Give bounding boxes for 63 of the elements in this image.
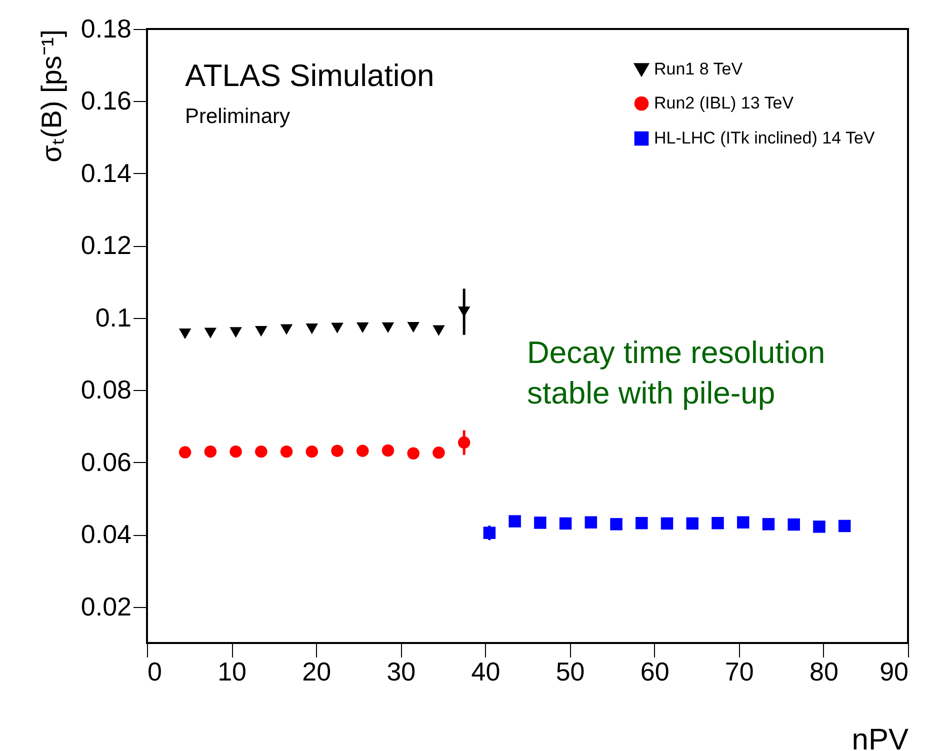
point [306, 323, 318, 334]
x-tick-label: 40 [471, 656, 500, 686]
y-tick-label: 0.06 [80, 446, 132, 477]
point [382, 444, 394, 457]
point [660, 517, 674, 530]
point [432, 325, 445, 336]
point [636, 516, 648, 530]
point [813, 520, 826, 533]
y-tick-label: 0.12 [80, 230, 132, 260]
x-tick-label: 90 [880, 656, 908, 686]
y-tick-label: 0.14 [80, 158, 132, 188]
point [331, 322, 344, 334]
x-tick-label: 70 [724, 656, 754, 686]
point [178, 446, 192, 458]
point [178, 328, 192, 340]
legend-label: Run2 (IBL) 13 TeV [654, 94, 794, 112]
point [559, 517, 572, 530]
point [356, 444, 369, 457]
point [230, 327, 242, 338]
point [838, 520, 851, 532]
point [280, 445, 293, 458]
annotation: Preliminary [185, 105, 291, 128]
y-axis-title: σₜ(B) [ps⁻¹] [36, 30, 67, 162]
y-tick-label: 0.08 [80, 374, 132, 405]
point [382, 322, 394, 333]
point [762, 518, 775, 530]
annotation: ATLAS Simulation [185, 58, 434, 93]
x-tick-label: 60 [640, 656, 670, 686]
y-tick-label: 0.16 [80, 86, 132, 116]
point [788, 518, 800, 531]
x-tick-label: 30 [386, 656, 416, 686]
point [204, 445, 217, 458]
point [280, 324, 293, 335]
y-tick-label: 0.04 [80, 519, 132, 550]
y-tick-label: 0.1 [95, 302, 132, 332]
point [331, 444, 344, 457]
point [712, 516, 724, 530]
x-tick-label: 10 [218, 656, 247, 686]
point [686, 517, 699, 530]
point [534, 516, 546, 529]
point [584, 516, 598, 528]
point [610, 518, 622, 530]
point [407, 322, 420, 333]
point [255, 445, 268, 458]
y-tick-label: 0.18 [80, 14, 132, 44]
point [306, 445, 318, 458]
annotation: Decay time resolution stable with pile-up [527, 335, 826, 410]
x-tick-label: 20 [302, 656, 332, 686]
point [356, 322, 369, 333]
x-tick-label: 50 [556, 656, 585, 686]
legend-label: HL-LHC (ITk inclined) 14 TeV [654, 128, 876, 148]
point [407, 447, 420, 460]
x-tick-label: 80 [809, 656, 838, 686]
point [508, 515, 521, 528]
x-axis-title: nPV [852, 724, 908, 751]
y-tick-label: 0.02 [80, 591, 132, 622]
legend-label: Run1 8 TeV [654, 60, 744, 78]
point [736, 516, 750, 528]
point [230, 445, 242, 458]
x-tick-label: 0 [148, 656, 162, 686]
point [204, 328, 217, 338]
point [255, 326, 268, 337]
point [432, 446, 445, 459]
